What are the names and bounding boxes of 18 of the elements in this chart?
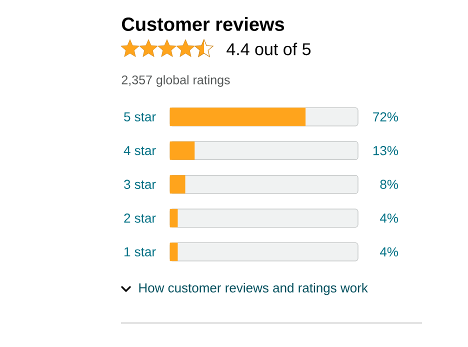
y-tick-label: 4 star [124,146,156,156]
data-label: 4% [380,214,398,223]
chart-title: Customer reviews [122,17,284,31]
data-label: 8% [380,180,398,189]
chart-subtitle: 4.4 out of 5 [226,42,311,56]
text: How customer reviews and ratings work [139,282,368,296]
text: 2,357 global ratings [122,75,230,87]
bar [170,208,178,228]
bar [170,242,178,262]
y-tick-label: 5 star [124,112,156,122]
y-tick-label: 3 star [124,180,156,189]
bar [170,175,186,194]
y-tick-label: 2 star [124,214,156,223]
data-label: 72% [373,112,398,122]
data-label: 4% [380,247,398,256]
data-label: 13% [373,146,398,156]
y-tick-label: 1 star [124,247,156,256]
bar [170,141,195,160]
